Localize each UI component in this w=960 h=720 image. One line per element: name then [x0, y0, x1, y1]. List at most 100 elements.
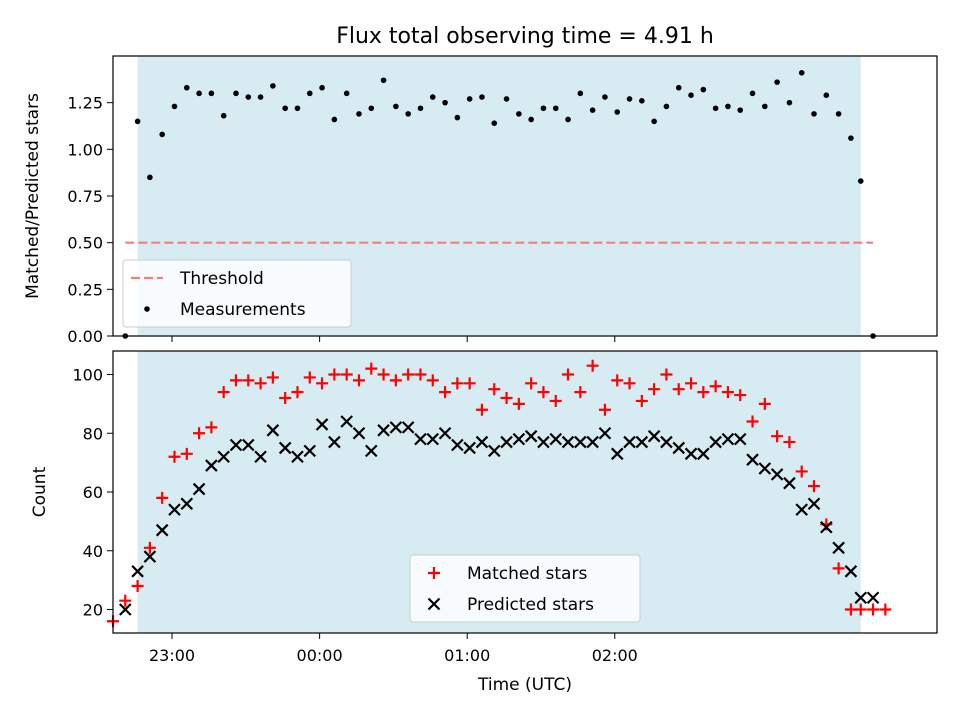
measurement-point	[368, 105, 375, 112]
predicted-star-point	[512, 432, 526, 446]
matched-star-point	[879, 603, 892, 616]
measurement-point	[134, 118, 141, 125]
measurement-point	[380, 77, 387, 84]
matched-star-point	[439, 386, 452, 399]
predicted-star-point	[647, 429, 661, 443]
matched-star-point	[549, 394, 562, 407]
y-tick-label: 0.25	[67, 280, 103, 299]
predicted-star-point	[635, 435, 649, 449]
measurement-point	[220, 112, 227, 119]
matched-star-point	[365, 362, 378, 375]
y-tick-label: 20	[83, 601, 103, 620]
predicted-star-point	[328, 435, 341, 449]
measurement-point	[614, 109, 621, 115]
matched-star-point	[660, 368, 673, 381]
predicted-star-point	[770, 468, 784, 481]
measurement-point	[857, 178, 864, 184]
matched-star-point	[340, 368, 353, 381]
measurement-point	[393, 103, 399, 110]
measurement-point	[343, 90, 350, 97]
measurement-point	[466, 96, 473, 102]
matched-star-point	[709, 380, 722, 393]
matched-star-point	[783, 436, 796, 449]
predicted-star-point	[623, 435, 636, 449]
x-tick-label: 02:00	[592, 646, 638, 665]
measurement-point	[798, 70, 805, 76]
measurement-point	[257, 94, 264, 100]
predicted-star-point	[758, 462, 772, 475]
measurement-point	[417, 105, 424, 112]
matched-star-point	[180, 447, 193, 460]
matched-star-point	[229, 374, 242, 387]
predicted-star-point	[438, 426, 452, 440]
matched-star-point	[500, 392, 513, 404]
matched-star-point	[672, 383, 685, 396]
predicted-star-point	[242, 438, 255, 452]
matched-star-point	[193, 427, 206, 440]
matched-star-point	[119, 594, 132, 607]
predicted-star-point	[574, 435, 587, 449]
matched-star-point	[242, 374, 255, 387]
predicted-star-point	[733, 432, 747, 446]
predicted-star-point	[119, 603, 132, 616]
matched-star-point	[168, 450, 181, 463]
measurement-point	[700, 86, 707, 93]
predicted-star-point	[463, 441, 476, 455]
measurement-point	[442, 99, 448, 106]
matched-star-point	[279, 392, 292, 404]
predicted-star-point	[500, 435, 513, 449]
measurement-point	[233, 90, 239, 97]
measurement-point	[491, 120, 498, 126]
predicted-star-point	[746, 453, 759, 466]
y-tick-label: 0.50	[67, 234, 103, 253]
legend-label: Matched stars	[467, 564, 587, 584]
measurement-point	[270, 83, 276, 89]
predicted-star-point	[684, 447, 698, 461]
predicted-star-point	[660, 435, 673, 449]
matched-star-point	[648, 383, 661, 396]
measurement-point	[245, 94, 252, 100]
matched-star-point	[685, 377, 698, 390]
predicted-star-point	[866, 591, 880, 605]
predicted-star-point	[303, 444, 317, 458]
measurement-point	[183, 84, 190, 91]
matched-star-point	[598, 403, 611, 416]
predicted-star-point	[586, 435, 599, 449]
predicted-star-point	[192, 482, 206, 496]
predicted-star-point	[807, 497, 821, 511]
plot-frame	[112, 350, 938, 634]
matched-star-point	[562, 368, 575, 381]
matched-star-point	[635, 394, 648, 407]
predicted-star-point	[832, 541, 845, 555]
predicted-star-point	[364, 444, 378, 458]
matched-star-point	[512, 397, 525, 410]
y-tick-label: 1.00	[67, 140, 103, 159]
predicted-star-point	[820, 520, 833, 534]
measurement-point	[823, 92, 830, 98]
y-tick-label: 100	[72, 366, 103, 385]
measurement-point	[663, 103, 670, 110]
measurement-point	[540, 105, 547, 112]
predicted-star-point	[537, 435, 550, 449]
x-tick-label: 01:00	[444, 646, 490, 665]
matched-star-point	[525, 377, 538, 390]
measurement-point	[503, 96, 510, 102]
x-tick-label: 23:00	[149, 646, 195, 665]
predicted-star-point	[721, 432, 735, 446]
measurement-point	[454, 114, 461, 121]
matched-star-point	[611, 374, 624, 387]
legend-label: Threshold	[179, 269, 264, 289]
predicted-star-point	[254, 450, 267, 464]
measurement-point	[651, 118, 657, 125]
measurement-point	[208, 90, 215, 97]
predicted-star-point	[229, 438, 243, 452]
predicted-star-point	[426, 432, 440, 446]
measurement-point	[639, 98, 645, 104]
matched-star-point	[131, 580, 144, 592]
matched-star-point	[402, 368, 415, 381]
matched-star-point	[746, 415, 759, 428]
measurement-point	[712, 105, 719, 112]
measurement-point	[811, 111, 817, 117]
measurement-point	[319, 84, 325, 91]
legend-measurement-swatch	[144, 306, 150, 312]
